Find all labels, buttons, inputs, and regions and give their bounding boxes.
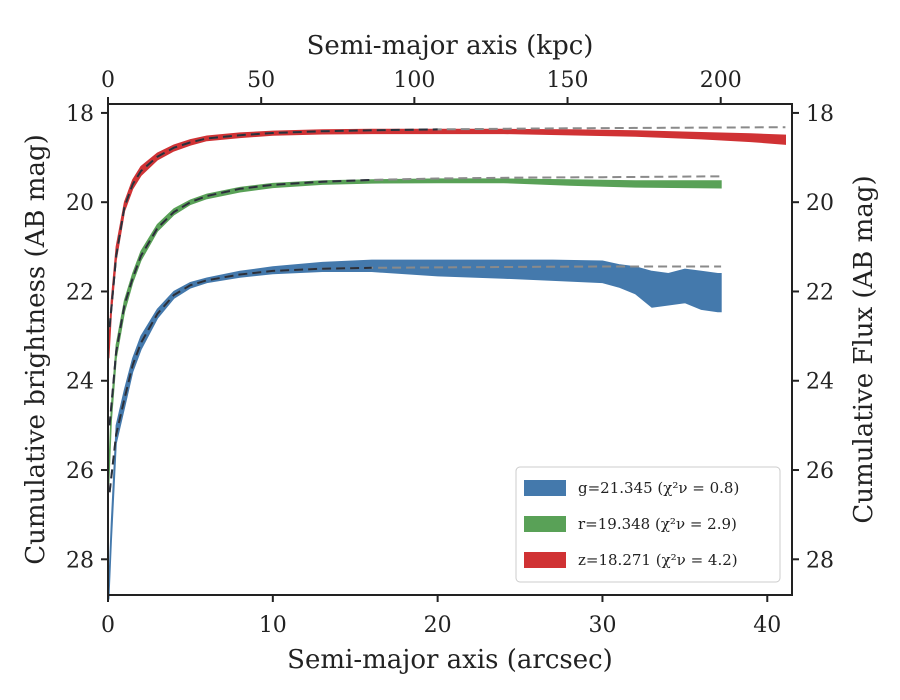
top-x-tick-label: 100	[393, 68, 435, 93]
band-z	[108, 128, 786, 359]
series-bands	[108, 128, 786, 600]
y-tick-label: 26	[66, 459, 94, 484]
right-y-tick-label: 18	[806, 102, 834, 127]
right-y-tick-label: 26	[806, 459, 834, 484]
right-y-tick-label: 20	[806, 191, 834, 216]
y-axis-title: Cumulative brightness (AB mag)	[21, 134, 51, 565]
band-r	[108, 178, 722, 484]
x-tick-label: 30	[588, 613, 616, 638]
right-y-tick-label: 28	[806, 548, 834, 573]
legend-swatch-z	[524, 552, 566, 568]
top-x-axis-title: Semi-major axis (kpc)	[307, 31, 594, 61]
fit-line-inner-z	[108, 128, 438, 328]
right-y-tick-label: 22	[806, 280, 834, 305]
fit-line-inner-g	[108, 266, 372, 493]
y-tick-label: 20	[66, 191, 94, 216]
fit-lines	[108, 126, 786, 493]
legend-swatch-r	[524, 516, 566, 532]
x-axis-title: Semi-major axis (arcsec)	[287, 645, 613, 675]
legend-label-g: g=21.345 (χ²ν = 0.8)	[578, 479, 739, 497]
legend-label-r: r=19.348 (χ²ν = 2.9)	[578, 515, 737, 533]
top-x-tick-label: 0	[101, 68, 115, 93]
legend: g=21.345 (χ²ν = 0.8) r=19.348 (χ²ν = 2.9)…	[515, 466, 781, 583]
x-tick-label: 40	[753, 613, 781, 638]
x-tick-label: 20	[424, 613, 452, 638]
x-tick-label: 10	[259, 613, 287, 638]
y-tick-label: 28	[66, 548, 94, 573]
top-x-tick-label: 150	[547, 68, 589, 93]
plot-frame	[107, 103, 793, 596]
legend-label-z: z=18.271 (χ²ν = 4.2)	[578, 551, 738, 569]
x-tick-label: 0	[101, 613, 115, 638]
legend-swatch-g	[524, 480, 566, 496]
top-x-tick-label: 50	[247, 68, 275, 93]
y-tick-label: 18	[66, 102, 94, 127]
axis-ticks: 0 10 20 30 40 0 50 100 150 200 18 18 20 20 22 22 24 24 26 2…	[66, 68, 834, 638]
band-g	[108, 259, 722, 600]
fit-line-inner-r	[108, 178, 372, 426]
fit-line-r	[108, 175, 722, 426]
y-tick-label: 22	[66, 280, 94, 305]
legend-box	[515, 466, 781, 583]
right-y-tick-label: 24	[806, 370, 834, 395]
fit-line-g	[108, 265, 722, 493]
top-x-tick-label: 200	[700, 68, 742, 93]
right-y-axis-title: Cumulative Flux (AB mag)	[849, 175, 879, 523]
y-tick-label: 24	[66, 370, 94, 395]
